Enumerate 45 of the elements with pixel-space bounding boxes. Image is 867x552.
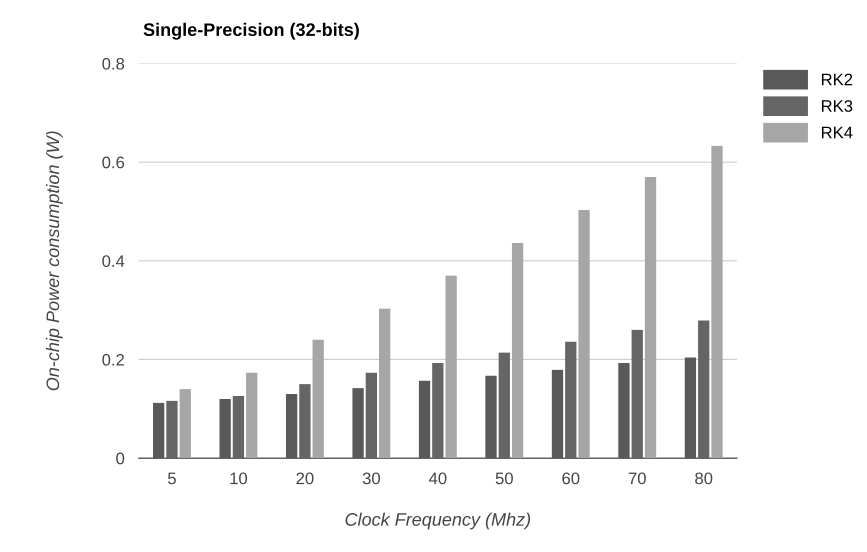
x-tick-label: 5 xyxy=(168,472,176,484)
bar xyxy=(684,358,696,458)
bar xyxy=(219,398,231,458)
y-tick-label: 0.4 xyxy=(102,255,124,268)
bar xyxy=(153,402,164,458)
bar xyxy=(512,243,524,458)
legend-label: RK2 xyxy=(822,74,852,86)
bar xyxy=(644,176,656,458)
legend-label: RK4 xyxy=(822,126,853,138)
bar xyxy=(618,362,630,458)
bar xyxy=(366,372,378,458)
y-tick-label: 0 xyxy=(116,452,124,464)
x-tick-label: 50 xyxy=(496,472,513,484)
bar xyxy=(711,146,723,458)
bar xyxy=(180,389,191,458)
x-axis-title: Clock Frequency (Mhz) xyxy=(346,512,530,530)
bar xyxy=(632,330,643,458)
bar xyxy=(485,376,497,458)
x-tick-label: 80 xyxy=(695,472,712,484)
x-tick-label: 60 xyxy=(562,472,580,484)
y-tick-label: 0.6 xyxy=(102,156,124,168)
bar xyxy=(312,340,324,458)
bar xyxy=(246,372,258,458)
x-tick-label: 70 xyxy=(628,472,646,484)
bar xyxy=(352,388,364,458)
y-tick-label: 0.8 xyxy=(102,58,124,70)
bar xyxy=(418,380,430,458)
x-tick-label: 10 xyxy=(230,472,248,484)
bar xyxy=(432,362,444,458)
legend-label: RK3 xyxy=(822,100,852,112)
bar xyxy=(565,342,576,458)
bar xyxy=(578,210,590,458)
chart-title: Single-Precision (32-bits) xyxy=(144,22,359,40)
y-axis-title: On-chip Power consumption (W) xyxy=(46,131,63,390)
x-tick-label: 30 xyxy=(362,472,380,484)
x-tick-label: 20 xyxy=(296,472,314,484)
bar xyxy=(445,276,457,458)
bar xyxy=(379,308,390,458)
bar xyxy=(166,400,178,458)
bar xyxy=(552,370,564,458)
bar xyxy=(498,352,510,458)
bar xyxy=(232,396,244,458)
y-tick-label: 0.2 xyxy=(102,354,124,366)
bar xyxy=(698,320,710,458)
x-tick-label: 40 xyxy=(428,472,446,484)
